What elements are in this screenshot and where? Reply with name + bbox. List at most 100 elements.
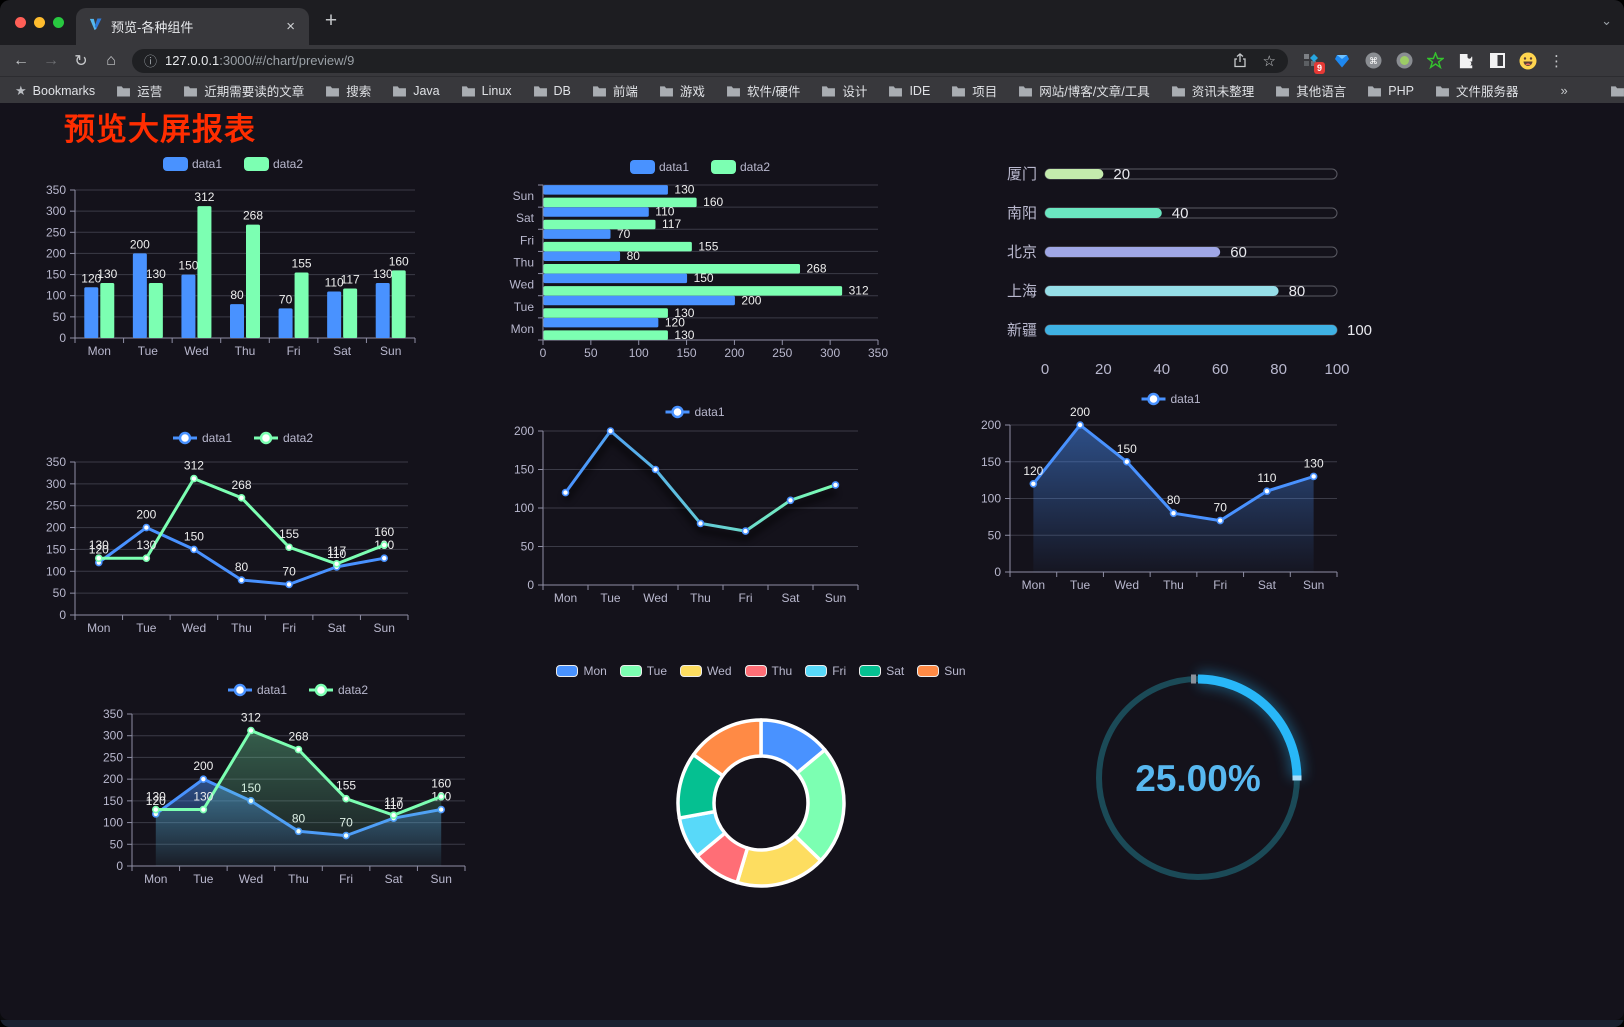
gradient-line-chart: 0 50 100 150 200 Mon Tue Wed Thu Fri Sat Sun data1 <box>514 405 859 605</box>
svg-text:Sat: Sat <box>385 872 404 886</box>
svg-text:120: 120 <box>81 271 101 285</box>
svg-text:150: 150 <box>1117 442 1137 456</box>
svg-text:100: 100 <box>629 346 649 360</box>
extension-halfsquare-icon[interactable] <box>1488 52 1506 70</box>
svg-text:200: 200 <box>46 521 66 535</box>
svg-text:350: 350 <box>46 455 66 469</box>
svg-text:110: 110 <box>325 275 344 289</box>
extension-star-icon[interactable] <box>1426 52 1444 70</box>
bookmark-folder[interactable]: 设计 <box>821 81 867 100</box>
svg-text:data1: data1 <box>1171 392 1201 406</box>
svg-text:155: 155 <box>292 256 312 270</box>
bookmark-folder[interactable]: Java <box>392 84 440 98</box>
bookmark-folder[interactable]: IDE <box>888 84 930 98</box>
svg-text:150: 150 <box>46 542 66 556</box>
svg-text:130: 130 <box>146 790 166 804</box>
svg-text:0: 0 <box>527 578 534 592</box>
legend-swatch <box>619 665 642 677</box>
svg-text:150: 150 <box>103 794 123 808</box>
svg-text:130: 130 <box>674 328 694 342</box>
svg-text:300: 300 <box>46 204 66 218</box>
bookmark-folder[interactable]: 近期需要读的文章 <box>183 81 304 100</box>
extension-puzzle-icon[interactable] <box>1457 52 1475 70</box>
browser-tab[interactable]: 预览-各种组件 × <box>76 8 309 45</box>
folder-icon <box>726 85 740 97</box>
extension-green-dot-icon[interactable] <box>1395 52 1413 70</box>
svg-text:70: 70 <box>1214 501 1228 515</box>
bookmark-folder[interactable]: 资讯未整理 <box>1171 81 1254 100</box>
folder-icon <box>184 85 198 97</box>
tab-close-icon[interactable]: × <box>286 18 295 35</box>
bookmark-folder[interactable]: 运营 <box>116 81 162 100</box>
svg-text:Fri: Fri <box>287 344 301 358</box>
bookmark-folder[interactable]: Linux <box>461 84 512 98</box>
svg-text:Sun: Sun <box>513 189 534 203</box>
extension-emoji-icon[interactable] <box>1519 52 1537 70</box>
minimize-window-button[interactable] <box>34 17 45 28</box>
bookmark-folder[interactable]: 软件/硬件 <box>726 81 800 100</box>
svg-text:0: 0 <box>116 859 123 873</box>
bookmark-folder[interactable]: 前端 <box>592 81 638 100</box>
svg-text:250: 250 <box>103 750 123 764</box>
pie-legend-item[interactable]: Tue <box>619 664 667 678</box>
bookmark-folder[interactable]: 其他语言 <box>1275 81 1346 100</box>
address-bar[interactable]: ⓘ 127.0.0.1:3000/#/chart/preview/9 ☆ <box>132 48 1288 73</box>
svg-text:⌘: ⌘ <box>1369 56 1378 66</box>
svg-text:25.00%: 25.00% <box>1135 758 1261 799</box>
folder-icon <box>1171 85 1185 97</box>
window-controls <box>15 17 64 28</box>
bookmarks-overflow-button[interactable]: » <box>1560 83 1568 98</box>
svg-text:0: 0 <box>994 565 1001 579</box>
extension-gem-icon[interactable] <box>1333 52 1351 70</box>
svg-text:150: 150 <box>981 455 1001 469</box>
close-window-button[interactable] <box>15 17 26 28</box>
bookmark-folder[interactable]: DB <box>533 84 571 98</box>
bookmarks-root-label: Bookmarks <box>32 83 96 98</box>
bookmarks-root[interactable]: ★ Bookmarks <box>15 83 95 99</box>
new-tab-button[interactable]: + <box>324 9 338 32</box>
reload-button[interactable]: ↻ <box>74 52 88 70</box>
svg-text:data2: data2 <box>273 157 303 171</box>
bookmark-folder[interactable]: 搜索 <box>325 81 371 100</box>
back-button[interactable]: ← <box>13 51 29 69</box>
pie-legend-item[interactable]: Sun <box>917 664 966 678</box>
folder-icon <box>326 85 340 97</box>
bookmark-star-icon[interactable]: ☆ <box>1262 52 1276 70</box>
pie-legend-item[interactable]: Wed <box>680 664 732 678</box>
two-series-area-chart: 0 50 100 150 200 250 300 350 Mon Tue Wed Thu Fri Sat S… <box>103 683 466 886</box>
site-info-icon[interactable]: ⓘ <box>144 54 158 69</box>
pie-legend-item[interactable]: Fri <box>805 664 846 678</box>
svg-text:0: 0 <box>1041 361 1049 378</box>
svg-text:150: 150 <box>677 346 697 360</box>
forward-button[interactable]: → <box>43 51 59 69</box>
pie-legend-item[interactable]: Thu <box>744 664 792 678</box>
home-button[interactable]: ⌂ <box>106 51 116 69</box>
extension-command-icon[interactable]: ⌘ <box>1364 52 1382 70</box>
pie-legend-item[interactable]: Mon <box>556 664 607 678</box>
svg-text:120: 120 <box>89 543 109 557</box>
svg-text:150: 150 <box>184 529 204 543</box>
url-host: 127.0.0.1 <box>165 53 220 68</box>
share-icon[interactable] <box>1233 53 1247 68</box>
extensions-area: 9 ⌘ <box>1302 52 1537 74</box>
bookmark-folder[interactable]: 文件服务器 <box>1435 81 1518 100</box>
browser-menu-icon[interactable]: ⋮ <box>1549 52 1564 70</box>
other-bookmarks[interactable]: 其他书签 <box>1610 81 1624 100</box>
folder-icon <box>1276 85 1290 97</box>
extension-grid-icon[interactable]: 9 <box>1302 52 1325 74</box>
zoom-window-button[interactable] <box>53 17 64 28</box>
svg-text:50: 50 <box>988 528 1002 542</box>
bookmark-folder[interactable]: 项目 <box>951 81 997 100</box>
bookmark-folder[interactable]: PHP <box>1367 84 1414 98</box>
svg-text:Thu: Thu <box>1163 578 1184 592</box>
svg-text:Tue: Tue <box>138 344 159 358</box>
bookmark-folder[interactable]: 游戏 <box>659 81 705 100</box>
svg-text:70: 70 <box>282 564 296 578</box>
svg-text:350: 350 <box>103 707 123 721</box>
pie-legend-item[interactable]: Sat <box>859 664 904 678</box>
svg-text:南阳: 南阳 <box>1007 205 1037 222</box>
svg-text:70: 70 <box>617 227 631 241</box>
bookmark-folder[interactable]: 网站/博客/文章/工具 <box>1018 81 1150 100</box>
svg-text:268: 268 <box>231 478 251 492</box>
chevron-down-icon[interactable]: ⌄ <box>1601 13 1612 28</box>
